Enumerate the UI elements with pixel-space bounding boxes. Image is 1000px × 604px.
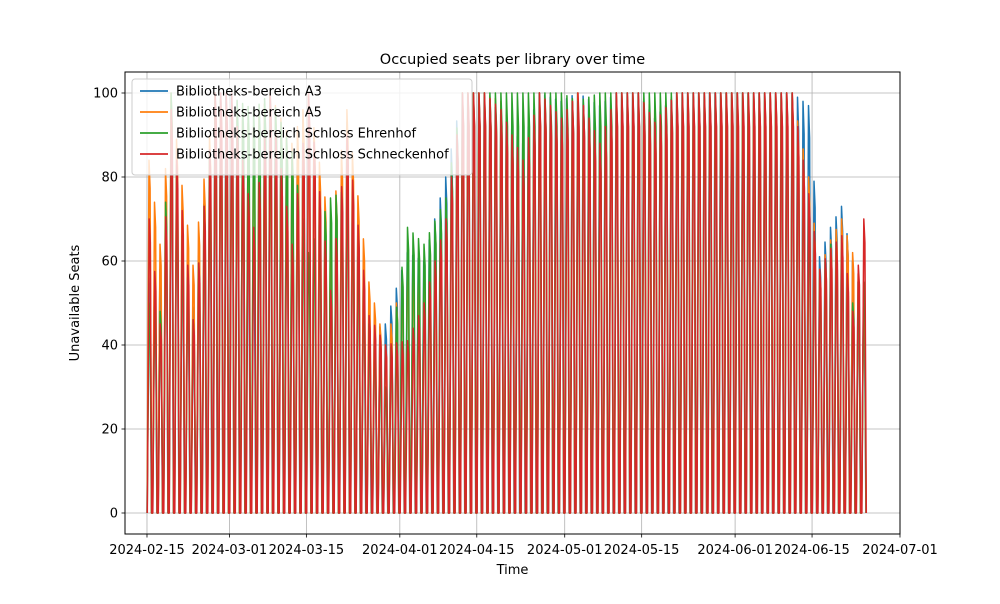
y-tick-label: 0 [110, 507, 118, 522]
x-tick-label: 2024-04-15 [439, 543, 515, 558]
series-lines [146, 92, 868, 514]
legend-label: Bibliotheks-bereich A3 [176, 85, 322, 100]
legend-label: Bibliotheks-bereich A5 [176, 106, 322, 121]
axis-ticks: 0 20 40 60 80 100 2024-02-15 2024-03-01 2024-03-… [93, 87, 938, 559]
plot-area-frame [124, 71, 901, 535]
x-tick-label: 2024-05-15 [604, 543, 680, 558]
x-tick-label: 2024-07-01 [862, 543, 938, 558]
chart-title: Occupied seats per library over time [380, 52, 645, 68]
y-tick-label: 60 [101, 255, 118, 270]
legend-label: Bibliotheks-bereich Schloss Ehrenhof [176, 127, 417, 142]
y-tick-label: 20 [101, 423, 118, 438]
legend: Bibliotheks-bereich A3 Bibliotheks-bereic… [131, 78, 473, 176]
y-tick-label: 100 [93, 87, 118, 102]
y-tick-label: 40 [101, 339, 118, 354]
x-tick-label: 2024-04-01 [362, 543, 438, 558]
x-tick-label: 2024-02-15 [109, 543, 185, 558]
x-tick-label: 2024-06-15 [774, 543, 850, 558]
x-axis-label: Time [496, 563, 529, 578]
legend-box [131, 78, 473, 176]
x-tick-label: 2024-06-01 [697, 543, 773, 558]
series-line-4 [146, 92, 868, 514]
x-tick-label: 2024-03-15 [269, 543, 345, 558]
legend-label: Bibliotheks-bereich Schloss Schneckenhof [176, 148, 449, 163]
y-tick-label: 80 [101, 171, 118, 186]
y-axis-label: Unavailable Seats [68, 244, 83, 361]
x-tick-label: 2024-03-01 [192, 543, 268, 558]
x-tick-label: 2024-05-01 [527, 543, 603, 558]
